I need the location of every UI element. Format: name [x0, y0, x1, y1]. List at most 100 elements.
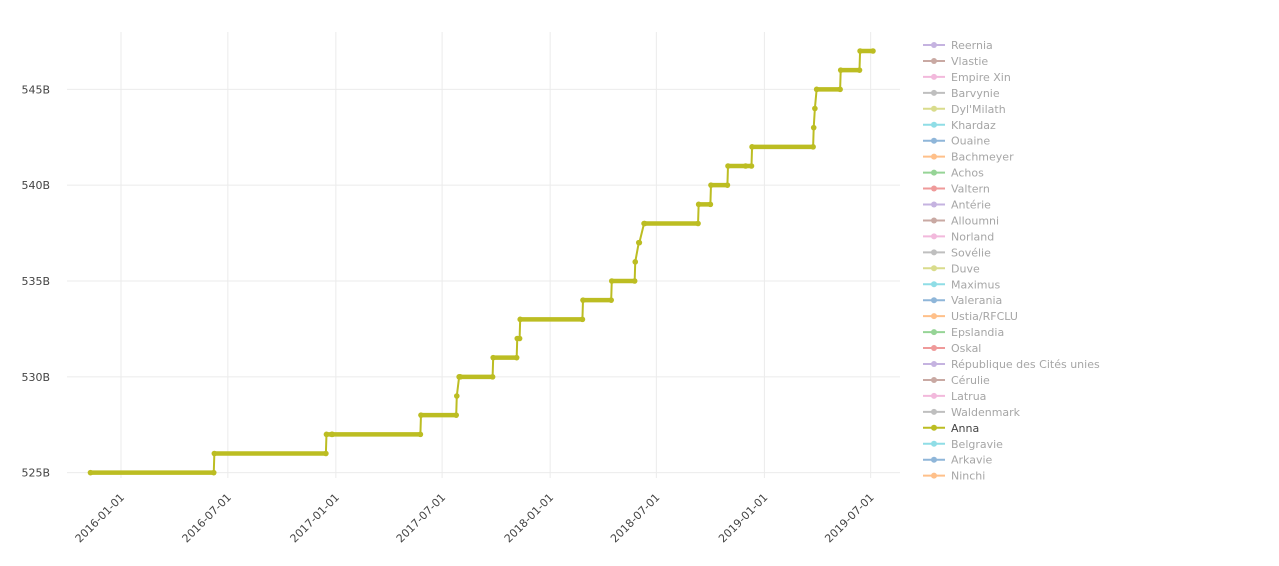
- data-point[interactable]: [810, 144, 816, 150]
- legend-item[interactable]: Ouaine: [923, 135, 990, 148]
- data-point[interactable]: [516, 335, 523, 342]
- legend-item[interactable]: République des Cités unies: [923, 358, 1100, 371]
- data-point[interactable]: [513, 354, 520, 361]
- legend-swatch-marker: [931, 297, 937, 304]
- legend-item[interactable]: Empire Xin: [923, 71, 1011, 84]
- data-point[interactable]: [837, 67, 844, 73]
- legend-swatch-marker: [931, 456, 937, 463]
- data-point[interactable]: [579, 316, 586, 323]
- legend-item[interactable]: Sovélie: [923, 246, 991, 259]
- data-point[interactable]: [418, 412, 424, 418]
- data-point[interactable]: [329, 431, 336, 438]
- data-point[interactable]: [724, 182, 731, 188]
- legend-swatch-marker: [931, 185, 937, 192]
- legend-item[interactable]: Antérie: [923, 199, 991, 212]
- data-point[interactable]: [837, 86, 843, 93]
- data-point[interactable]: [490, 354, 496, 361]
- legend-label: Antérie: [951, 199, 991, 212]
- data-point[interactable]: [742, 163, 749, 169]
- legend-item[interactable]: Cérulie: [923, 374, 990, 387]
- legend-label: Barvynie: [951, 87, 1000, 100]
- data-point[interactable]: [695, 220, 701, 227]
- data-point[interactable]: [857, 48, 863, 54]
- data-point[interactable]: [608, 278, 615, 284]
- legend-label: Valtern: [951, 183, 990, 196]
- data-point[interactable]: [580, 297, 586, 303]
- data-point[interactable]: [810, 124, 817, 131]
- data-point[interactable]: [748, 163, 755, 169]
- data-point[interactable]: [632, 259, 639, 265]
- legend-label: Latrua: [951, 390, 986, 403]
- data-point[interactable]: [211, 450, 218, 457]
- legend-swatch-marker: [931, 345, 937, 352]
- data-point[interactable]: [323, 431, 330, 438]
- legend-label: Norland: [951, 230, 994, 243]
- data-point[interactable]: [707, 201, 714, 208]
- legend-label: Duve: [951, 262, 980, 275]
- legend-swatch-marker: [931, 42, 937, 48]
- legend-item[interactable]: Ustia/RFCLU: [923, 310, 1018, 323]
- data-point[interactable]: [453, 412, 460, 418]
- legend-item[interactable]: Bachmeyer: [923, 151, 1014, 164]
- data-point[interactable]: [489, 374, 496, 380]
- legend: Reernia Vlastie Empire Xin Barvynie Dyl'Mila…: [923, 39, 1100, 483]
- legend-item[interactable]: Vlastie: [923, 55, 988, 68]
- legend-item[interactable]: Achos: [923, 167, 984, 180]
- legend-label: Waldenmark: [951, 406, 1021, 419]
- series-line-anna[interactable]: [90, 50, 873, 474]
- legend-item[interactable]: Duve: [923, 262, 980, 275]
- legend-item[interactable]: Alloumni: [923, 214, 999, 227]
- x-tick-label: 2017-01-01: [288, 491, 342, 545]
- data-point[interactable]: [641, 220, 648, 227]
- legend-label: Maximus: [951, 278, 1000, 291]
- data-point[interactable]: [708, 182, 714, 188]
- data-point[interactable]: [87, 469, 94, 476]
- legend-item[interactable]: Barvynie: [923, 87, 1000, 100]
- legend-item[interactable]: Norland: [923, 230, 994, 243]
- data-point[interactable]: [856, 67, 863, 73]
- x-tick-label: 2016-01-01: [73, 491, 127, 545]
- legend-swatch-marker: [931, 217, 937, 224]
- legend-item[interactable]: Reernia: [923, 39, 993, 52]
- data-point[interactable]: [417, 431, 424, 438]
- legend-item[interactable]: Dyl'Milath: [923, 103, 1006, 116]
- legend-item[interactable]: Khardaz: [923, 119, 996, 132]
- data-point[interactable]: [636, 239, 643, 246]
- data-point[interactable]: [749, 144, 755, 150]
- legend-label: Epslandia: [951, 326, 1004, 339]
- legend-item[interactable]: Oskal: [923, 342, 981, 355]
- legend-item[interactable]: Waldenmark: [923, 406, 1021, 419]
- legend-swatch-marker: [931, 265, 937, 272]
- legend-item[interactable]: Latrua: [923, 390, 986, 403]
- legend-label: Dyl'Milath: [951, 103, 1006, 116]
- data-point[interactable]: [812, 105, 818, 112]
- data-point[interactable]: [457, 374, 464, 380]
- legend-item[interactable]: Ninchi: [923, 470, 985, 483]
- legend-item[interactable]: Arkavie: [923, 454, 993, 467]
- legend-label: Ninchi: [951, 470, 985, 483]
- y-tick-label: 535B: [21, 275, 50, 288]
- y-tick-label: 545B: [21, 83, 50, 96]
- legend-item[interactable]: Valerania: [923, 294, 1002, 307]
- legend-item[interactable]: Anna: [923, 422, 979, 435]
- legend-label: Empire Xin: [951, 71, 1011, 84]
- data-point[interactable]: [725, 163, 731, 169]
- y-tick-label: 530B: [21, 371, 50, 384]
- legend-item[interactable]: Maximus: [923, 278, 1000, 291]
- data-point[interactable]: [323, 450, 329, 457]
- legend-label: République des Cités unies: [951, 358, 1100, 371]
- legend-swatch-marker: [931, 121, 937, 128]
- legend-item[interactable]: Epslandia: [923, 326, 1004, 339]
- data-point[interactable]: [517, 316, 523, 323]
- data-point[interactable]: [695, 201, 702, 208]
- data-point[interactable]: [608, 297, 614, 303]
- data-point[interactable]: [813, 86, 820, 93]
- data-point[interactable]: [210, 469, 217, 476]
- data-point[interactable]: [870, 48, 876, 54]
- legend-swatch-marker: [931, 472, 937, 479]
- data-point[interactable]: [453, 393, 460, 399]
- legend-item[interactable]: Valtern: [923, 183, 990, 196]
- data-point[interactable]: [631, 278, 638, 284]
- legend-item[interactable]: Belgravie: [923, 438, 1003, 451]
- y-tick-label: 540B: [21, 179, 50, 192]
